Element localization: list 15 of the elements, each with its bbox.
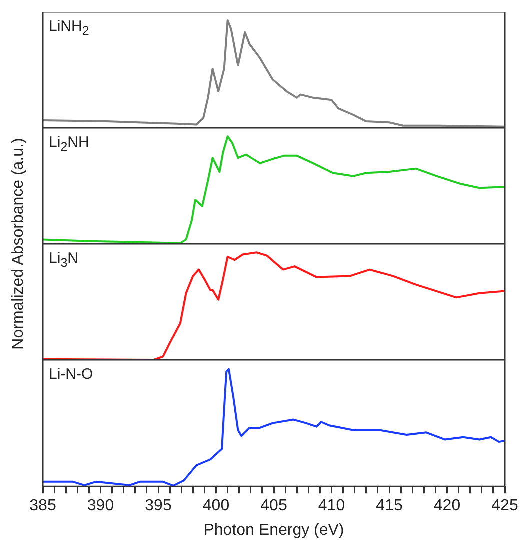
text: Li$_{3}$N bbox=[49, 250, 78, 270]
x-tick-label: 405 bbox=[260, 498, 288, 515]
y-axis-title: Normalized Absorbance (a.u.) bbox=[10, 138, 28, 350]
x-axis-title: Photon Energy (eV) bbox=[204, 522, 344, 539]
x-tick-label: 420 bbox=[434, 498, 461, 515]
x-tick-label: 400 bbox=[202, 498, 230, 515]
x-tick-label: 410 bbox=[318, 498, 346, 515]
x-tick-label: 390 bbox=[87, 498, 114, 515]
text: LiNH$_{2}$ bbox=[49, 18, 90, 38]
x-tick-label: 385 bbox=[30, 498, 56, 515]
x-tick-label: 395 bbox=[145, 498, 172, 515]
text: Li-N-O bbox=[49, 366, 94, 383]
text: Li$_{2}$NH bbox=[49, 134, 90, 154]
x-tick-label: 415 bbox=[376, 498, 403, 515]
x-tick-label: 425 bbox=[492, 498, 518, 515]
